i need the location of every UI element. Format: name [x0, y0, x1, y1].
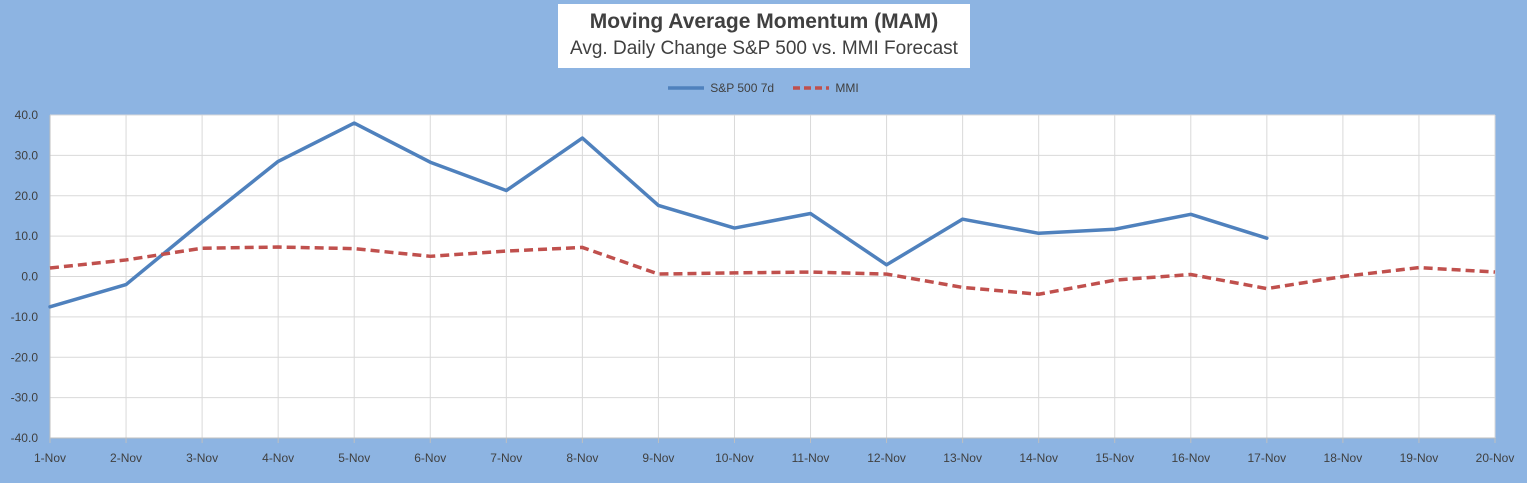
x-tick-label: 17-Nov: [1247, 451, 1286, 465]
legend-item-mmi: MMI: [793, 81, 859, 95]
y-tick-label: 20.0: [15, 189, 39, 203]
x-tick-label: 2-Nov: [110, 451, 142, 465]
y-tick-label: -40.0: [11, 431, 39, 445]
x-tick-label: 1-Nov: [34, 451, 66, 465]
series-line-mmi: [49, 245, 1496, 297]
x-tick-label: 9-Nov: [642, 451, 674, 465]
x-tick-label: 12-Nov: [867, 451, 906, 465]
x-tick-label: 5-Nov: [338, 451, 370, 465]
x-tick-label: 19-Nov: [1400, 451, 1439, 465]
x-tick-label: 16-Nov: [1171, 451, 1210, 465]
y-tick-label: -10.0: [11, 310, 39, 324]
x-tick-label: 3-Nov: [186, 451, 218, 465]
legend-item-sp500: S&P 500 7d: [668, 81, 774, 95]
y-tick-label: -30.0: [11, 391, 39, 405]
x-tick-label: 7-Nov: [490, 451, 522, 465]
y-tick-label: 30.0: [15, 148, 39, 162]
series-line-sp500: [48, 121, 1269, 309]
legend-swatch-sp500: [668, 86, 705, 90]
y-tick-label: -20.0: [11, 350, 39, 364]
legend-swatch-mmi: [793, 86, 830, 90]
x-tick-label: 14-Nov: [1019, 451, 1058, 465]
legend: S&P 500 7d MMI: [0, 80, 1527, 100]
x-tick-label: 15-Nov: [1095, 451, 1134, 465]
x-tick-label: 8-Nov: [566, 451, 598, 465]
x-tick-label: 6-Nov: [414, 451, 446, 465]
y-tick-label: 40.0: [15, 108, 39, 122]
y-tick-label: 10.0: [15, 229, 39, 243]
chart-title: Moving Average Momentum (MAM): [589, 10, 939, 33]
legend-label-mmi: MMI: [835, 81, 859, 95]
chart-title-box: Moving Average Momentum (MAM) Avg. Daily…: [558, 4, 970, 68]
x-tick-label: 4-Nov: [262, 451, 294, 465]
chart-subtitle: Avg. Daily Change S&P 500 vs. MMI Foreca…: [570, 38, 958, 59]
legend-label-sp500: S&P 500 7d: [710, 81, 775, 95]
x-tick-label: 13-Nov: [943, 451, 982, 465]
x-tick-label: 18-Nov: [1324, 451, 1363, 465]
x-tick-label: 10-Nov: [715, 451, 754, 465]
x-tick-label: 20-Nov: [1476, 451, 1515, 465]
x-tick-label: 11-Nov: [792, 451, 830, 465]
y-tick-label: 0.0: [21, 270, 38, 284]
